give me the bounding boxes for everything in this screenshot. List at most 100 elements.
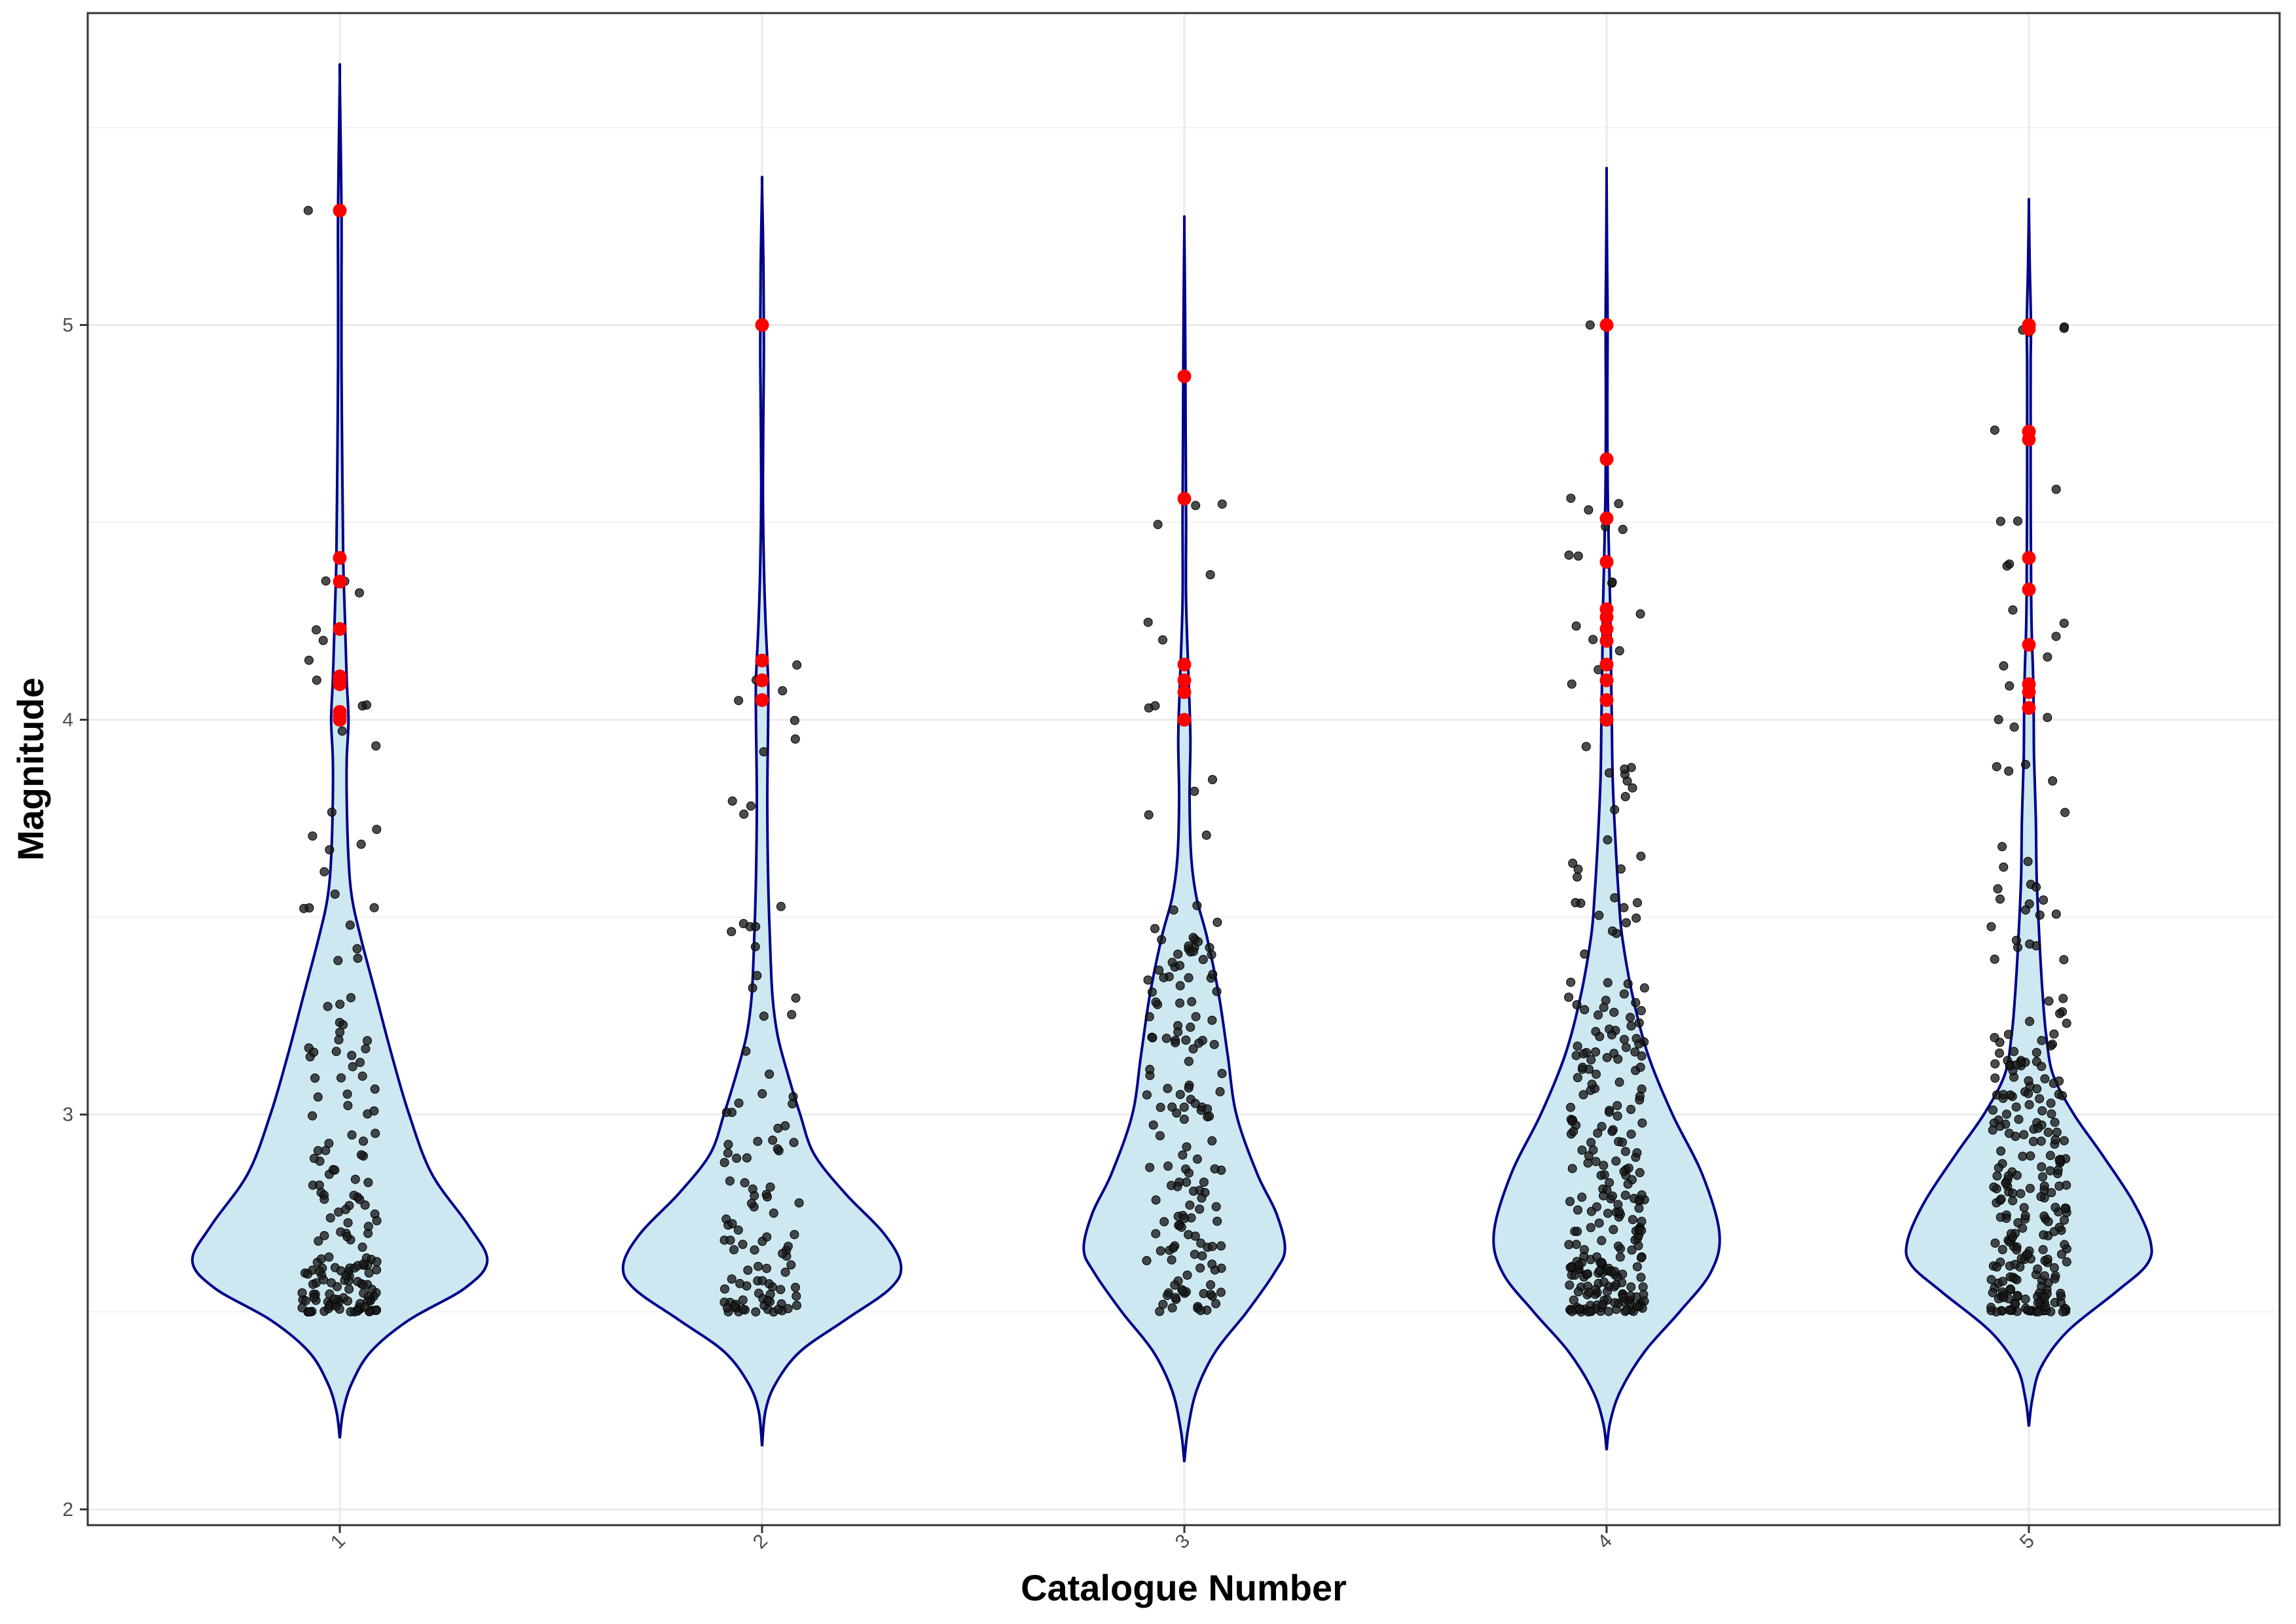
data-point: [335, 1000, 345, 1009]
data-point: [1637, 1118, 1647, 1128]
data-point: [308, 1111, 318, 1121]
data-point: [1206, 1290, 1216, 1299]
data-point: [2021, 905, 2030, 915]
data-point: [1207, 1136, 1217, 1146]
data-point: [2036, 1136, 2046, 1146]
data-point: [318, 636, 328, 645]
data-point: [330, 890, 340, 899]
data-point: [1997, 1245, 2007, 1254]
data-point: [1623, 979, 1633, 988]
data-point: [1573, 1227, 1582, 1236]
data-point: [363, 1221, 373, 1231]
data-point: [2062, 1019, 2071, 1028]
highlight-point: [755, 673, 769, 687]
data-point: [1637, 1225, 1647, 1235]
data-point: [1190, 1250, 1199, 1259]
highlight-point: [1599, 452, 1614, 466]
data-point: [337, 1073, 346, 1083]
data-point: [1614, 1241, 1623, 1251]
highlight-point: [333, 713, 347, 727]
data-point: [1212, 986, 1222, 996]
data-point: [1185, 1200, 1195, 1210]
data-point: [1148, 1120, 1158, 1130]
data-point: [2012, 1275, 2022, 1285]
highlight-point: [755, 693, 769, 707]
data-point: [732, 1153, 742, 1163]
data-point: [783, 1242, 793, 1252]
data-point: [363, 1036, 372, 1045]
data-point: [725, 1176, 735, 1186]
highlight-point: [1177, 673, 1192, 687]
data-point: [1999, 661, 2009, 671]
data-point: [1187, 997, 1197, 1007]
data-point: [346, 1307, 355, 1316]
data-point: [1989, 1182, 1999, 1192]
data-point: [1616, 864, 1626, 874]
data-point: [1181, 1036, 1191, 1045]
data-point: [750, 942, 760, 952]
data-point: [299, 903, 309, 913]
data-point: [1997, 842, 2007, 852]
data-point: [2054, 1182, 2064, 1191]
data-point: [356, 1150, 366, 1160]
highlight-point: [1599, 511, 1614, 526]
data-point: [2002, 561, 2012, 571]
highlight-point: [2022, 638, 2036, 652]
data-point: [1620, 792, 1630, 801]
data-point: [2060, 808, 2070, 818]
data-point: [1602, 1053, 1612, 1062]
y-tick-label: 5: [62, 314, 73, 336]
data-point: [2018, 1223, 2028, 1233]
data-point: [1208, 775, 1217, 784]
data-point: [1167, 1303, 1177, 1313]
data-point: [1207, 1259, 1217, 1269]
data-point: [1172, 1108, 1182, 1118]
data-point: [303, 206, 313, 215]
data-point: [2038, 1172, 2047, 1182]
data-point: [314, 1236, 323, 1246]
data-point: [1186, 1022, 1195, 1032]
data-point: [1173, 1027, 1183, 1037]
data-point: [321, 1146, 331, 1155]
data-point: [314, 1180, 324, 1190]
data-point: [1184, 1168, 1194, 1178]
violin-2: [621, 175, 903, 1447]
data-point: [309, 1047, 319, 1057]
data-point: [1609, 1007, 1619, 1017]
data-point: [1191, 1012, 1201, 1022]
data-point: [2049, 1079, 2058, 1089]
data-point: [1607, 1191, 1617, 1201]
data-point: [742, 1153, 752, 1163]
data-point: [310, 1153, 319, 1163]
data-point: [1564, 992, 1574, 1002]
data-point: [342, 1232, 352, 1242]
data-point: [1578, 1049, 1588, 1058]
data-point: [1175, 998, 1185, 1008]
data-point: [1150, 701, 1160, 711]
data-point: [324, 1252, 334, 1262]
data-point: [2013, 516, 2022, 526]
data-point: [1626, 1021, 1636, 1031]
data-point: [2037, 1282, 2047, 1291]
data-point: [1173, 949, 1183, 959]
data-point: [753, 1136, 763, 1146]
data-point: [2005, 1090, 2015, 1100]
data-point: [1151, 1229, 1161, 1238]
data-point: [1573, 1041, 1582, 1051]
data-point: [1190, 1098, 1200, 1108]
data-point: [1156, 1102, 1165, 1112]
data-point: [738, 1240, 748, 1249]
data-point: [1190, 786, 1199, 796]
data-point: [2045, 1151, 2055, 1161]
data-point: [1188, 933, 1198, 943]
data-point: [2051, 632, 2061, 641]
data-point: [2020, 1211, 2030, 1221]
data-point: [1188, 1044, 1198, 1054]
data-point: [2060, 1216, 2069, 1225]
data-point: [325, 1213, 335, 1223]
data-point: [347, 1051, 357, 1060]
y-axis-title: Magnitude: [10, 677, 51, 861]
data-point: [759, 747, 769, 757]
data-point: [2047, 1188, 2056, 1197]
data-point: [794, 1198, 804, 1208]
